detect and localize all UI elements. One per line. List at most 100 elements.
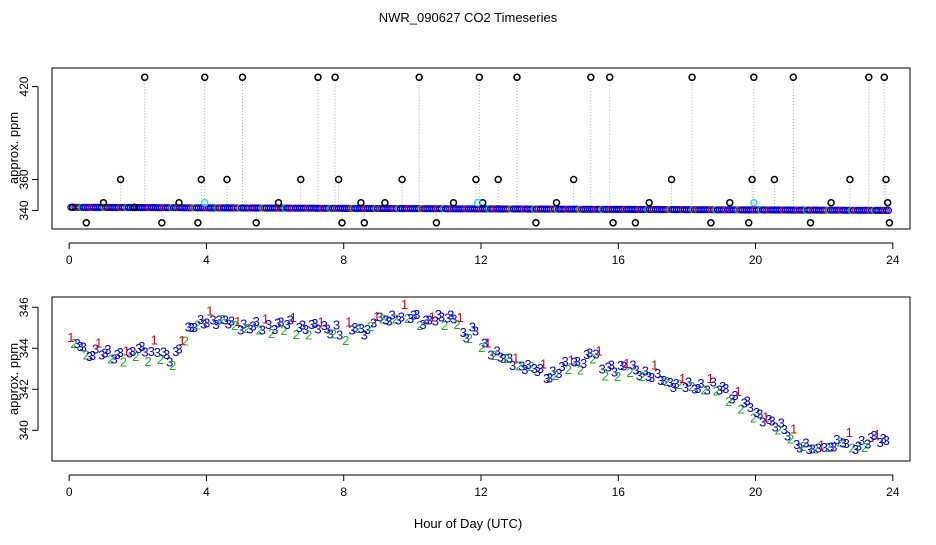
- series-marker: 3: [141, 345, 148, 360]
- series-marker: 3: [870, 428, 877, 443]
- y-tick-label: 340: [17, 200, 31, 220]
- series-marker: 3: [86, 349, 93, 364]
- series-marker: 3: [531, 361, 538, 376]
- series-marker: 3: [753, 405, 760, 420]
- outlier-point: [472, 175, 480, 184]
- outlier-point: [200, 73, 209, 82]
- outlier-point: [415, 73, 423, 82]
- series-marker: 3: [321, 318, 328, 333]
- series-marker: 3: [558, 359, 565, 374]
- series-marker: 1: [873, 427, 880, 442]
- series-marker: 3: [657, 373, 664, 388]
- series-marker: 2: [416, 318, 423, 333]
- series-marker: 3: [98, 348, 105, 363]
- top-y-axis-label: approx. ppm: [6, 112, 21, 184]
- series-marker: 3: [376, 310, 383, 325]
- figure-title: NWR_090627 CO2 Timeseries: [379, 10, 558, 25]
- series-marker: 3: [104, 342, 111, 357]
- series-marker: 3: [719, 379, 726, 394]
- series-marker: 2: [787, 432, 794, 447]
- series-marker: 3: [432, 314, 439, 329]
- outlier-point: [645, 198, 653, 207]
- series-marker: 1: [540, 356, 547, 371]
- outlier-point: [314, 73, 322, 82]
- series-marker: 1: [262, 312, 269, 327]
- series-marker: 3: [314, 322, 321, 337]
- series-marker: 3: [592, 347, 599, 362]
- series-marker: 3: [101, 345, 108, 360]
- series-marker: 2: [466, 331, 473, 346]
- series-marker: 3: [444, 311, 451, 326]
- outlier-point: [130, 203, 139, 212]
- series-marker: 1: [512, 350, 519, 365]
- series-marker: 3: [327, 327, 334, 342]
- outlier-point: [357, 198, 365, 207]
- series-marker: 3: [771, 420, 778, 435]
- series-marker: 2: [552, 368, 559, 383]
- series-marker: 3: [348, 323, 355, 338]
- series-marker: 3: [666, 375, 673, 390]
- outlier-point: [99, 198, 108, 207]
- series-marker: 3: [827, 440, 834, 455]
- series-marker: 1: [762, 409, 769, 424]
- series-marker: 1: [790, 422, 797, 437]
- series-marker: 2: [515, 358, 522, 373]
- series-marker: 1: [373, 309, 380, 324]
- series-marker: 3: [731, 388, 738, 403]
- outlier-point: [158, 219, 166, 227]
- series-marker: 3: [710, 375, 717, 390]
- x-tick-label: 24: [886, 485, 900, 499]
- series-marker: 1: [401, 297, 408, 312]
- series-marker: 3: [876, 435, 883, 450]
- series-marker: 3: [463, 330, 470, 345]
- x-tick-label: 8: [340, 253, 347, 267]
- series-marker: 3: [469, 320, 476, 335]
- series-marker: 3: [419, 317, 426, 332]
- x-tick-label: 0: [66, 253, 73, 267]
- series-marker: 3: [191, 320, 198, 335]
- series-marker: 2: [849, 440, 856, 455]
- series-marker: 3: [524, 357, 531, 372]
- outlier-point: [880, 73, 889, 82]
- series-marker: 2: [404, 311, 411, 326]
- outlier-point: [338, 219, 346, 227]
- series-marker: 3: [333, 318, 340, 333]
- series-marker: 3: [197, 312, 204, 327]
- series-marker: 1: [151, 332, 158, 347]
- series-marker: 2: [441, 318, 448, 333]
- series-marker: 2: [639, 369, 646, 384]
- series-marker: 3: [265, 317, 272, 332]
- outlier-point: [398, 175, 406, 184]
- series-marker: 2: [107, 352, 114, 367]
- series-marker: 3: [246, 321, 253, 336]
- outlier-point: [744, 219, 753, 227]
- series-marker: 3: [744, 393, 751, 408]
- series-marker: 3: [660, 373, 667, 388]
- series-marker: 2: [280, 323, 287, 338]
- series-marker: 1: [290, 310, 297, 325]
- series-marker: 3: [324, 322, 331, 337]
- series-marker: 2: [812, 442, 819, 457]
- series-marker: 2: [527, 359, 534, 374]
- series-marker: 1: [568, 352, 575, 367]
- series-marker: 2: [144, 354, 151, 369]
- series-marker: 1: [595, 344, 602, 359]
- series-marker: 3: [747, 400, 754, 415]
- series-marker: 3: [598, 361, 605, 376]
- series-marker: 3: [435, 307, 442, 322]
- outlier-point: [297, 175, 305, 184]
- series-marker: 3: [574, 354, 581, 369]
- series-marker: 2: [676, 377, 683, 392]
- x-tick-label: 20: [749, 253, 763, 267]
- series-marker: 3: [382, 313, 389, 328]
- outlier-point: [68, 203, 77, 212]
- series-marker: 2: [392, 312, 399, 327]
- series-marker: 3: [283, 317, 290, 332]
- series-marker: 3: [768, 414, 775, 429]
- series-marker: 3: [728, 392, 735, 407]
- x-tick-label: 12: [474, 485, 488, 499]
- highlight-point: [750, 198, 758, 207]
- x-axis-label: Hour of Day (UTC): [414, 516, 522, 531]
- series-marker: 2: [305, 327, 312, 342]
- series-marker: 2: [268, 326, 275, 341]
